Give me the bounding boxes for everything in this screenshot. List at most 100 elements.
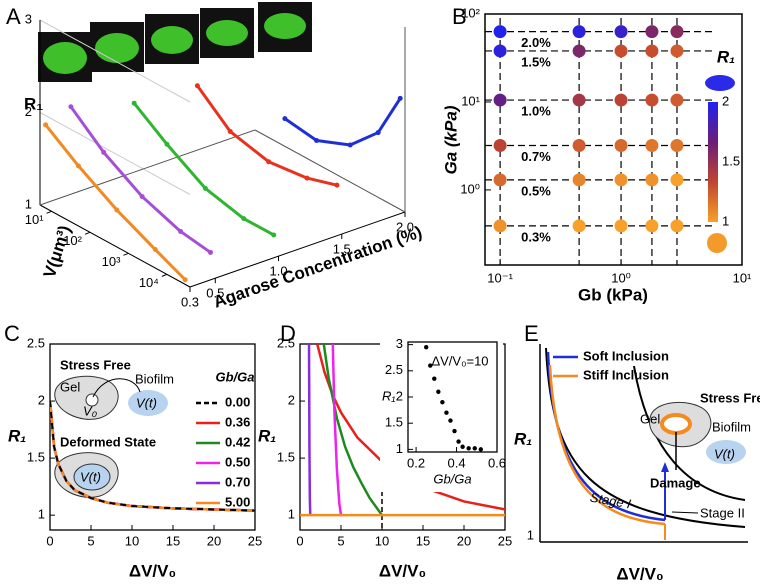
arrow <box>671 511 699 514</box>
biofilm-shape <box>128 390 168 416</box>
x-tick-label: 5 <box>337 533 344 548</box>
x-tick-label: 20 <box>207 533 221 548</box>
inclusion <box>660 413 692 435</box>
biofilm-image <box>264 13 306 39</box>
axis-line <box>189 211 406 288</box>
shape-icon <box>707 233 727 253</box>
row-label: 2.0% <box>521 35 551 50</box>
annotation: Stage I <box>589 490 633 512</box>
series-line <box>196 84 338 187</box>
colorbar <box>708 102 718 222</box>
data-point <box>448 418 453 423</box>
y-tick-label: 10¹ <box>461 93 480 108</box>
dot <box>670 219 684 233</box>
shape-icon <box>705 75 735 91</box>
annotation: Gel <box>60 379 80 394</box>
data-point <box>436 389 441 394</box>
schematic-curve <box>548 364 666 526</box>
x-tick-label: 15 <box>166 533 180 548</box>
data-point <box>152 247 158 253</box>
legend-label: 0.00 <box>225 394 250 409</box>
y-tick-label: 1 <box>38 507 45 522</box>
tick-mark <box>123 252 129 256</box>
dot <box>645 138 659 152</box>
data-point <box>424 345 429 350</box>
data-point <box>304 175 310 181</box>
grid-line <box>39 19 191 103</box>
dot <box>493 44 507 58</box>
data-point <box>202 185 208 191</box>
row-label: 0.5% <box>521 183 551 198</box>
annotation: V(t) <box>136 395 157 410</box>
axis-label: R₁ <box>24 94 43 113</box>
biofilm-image <box>43 42 87 74</box>
axis-label: ΔV/V₀ <box>379 561 426 580</box>
dot <box>572 219 586 233</box>
legend-label: 0.70 <box>225 474 250 489</box>
row-label: 1.5% <box>521 54 551 69</box>
dot <box>493 25 507 39</box>
series-line <box>307 344 312 516</box>
biofilm-images <box>38 2 312 82</box>
dot <box>493 173 507 187</box>
data-point <box>460 444 465 449</box>
legend-label: Soft Inclusion <box>583 348 669 363</box>
series-line <box>50 400 255 512</box>
data-point <box>282 116 288 122</box>
legend-label: 0.50 <box>225 454 250 469</box>
row-label: 0.3% <box>521 229 551 244</box>
dot <box>572 173 586 187</box>
data-point <box>139 194 145 200</box>
data-point <box>114 207 120 213</box>
inset-title: ΔV/V₀=10 <box>431 353 488 368</box>
x-tick-label: 0.6 <box>488 455 506 470</box>
data-point <box>444 410 449 415</box>
x-tick-label: 10⁰ <box>611 270 631 285</box>
x-tick-label: 25 <box>498 533 512 548</box>
biofilm-image <box>95 33 139 63</box>
dot <box>572 44 586 58</box>
x-tick-label: 10 <box>375 533 389 548</box>
axis-line <box>254 129 406 213</box>
x-tick-label: 0.4 <box>448 455 466 470</box>
panel-letter: C <box>4 321 20 346</box>
x-tick-label: 20 <box>457 533 471 548</box>
tick-mark <box>46 210 52 214</box>
axis-label: R₁ <box>382 388 396 403</box>
annotation: Biofilm <box>712 419 751 434</box>
panel-letter: D <box>280 321 296 346</box>
x-tick-label: 10 <box>125 533 139 548</box>
biofilm-image <box>151 26 193 54</box>
z-tick-label: 1.5 <box>333 241 351 256</box>
data-point <box>456 439 461 444</box>
y-tick-label: 1.5 <box>27 450 45 465</box>
x-tick-label: 0 <box>46 533 53 548</box>
y-tick-label: 3 <box>396 336 403 351</box>
y-tick-label: 1 <box>396 441 403 456</box>
dot <box>572 25 586 39</box>
row-label: 1.0% <box>521 104 551 119</box>
dot <box>670 138 684 152</box>
axis-label: ΔV/V₀ <box>616 564 663 583</box>
data-point <box>101 149 107 155</box>
dot <box>670 93 684 107</box>
dot <box>493 93 507 107</box>
panel-letter: B <box>452 4 467 29</box>
z-tick-label: 2.0 <box>396 219 414 234</box>
legend-label: 5.00 <box>225 494 250 509</box>
y-tick-label: 3 <box>25 11 32 26</box>
axis-label: R₁ <box>8 426 26 445</box>
colorbar-tick-label: 1.5 <box>722 153 740 168</box>
dot <box>493 219 507 233</box>
data-point <box>452 428 457 434</box>
x-tick-label: 10² <box>63 233 82 248</box>
axis-label: V(μm³) <box>40 223 75 280</box>
data-point <box>347 142 353 148</box>
panel-letter: E <box>524 321 539 346</box>
biofilm-image <box>206 20 248 46</box>
schematic-curve <box>633 365 746 501</box>
x-tick-label: 10⁴ <box>139 275 159 290</box>
annotation: V₀ <box>83 403 98 418</box>
y-tick-label: 2 <box>396 388 403 403</box>
series-line <box>322 344 384 516</box>
